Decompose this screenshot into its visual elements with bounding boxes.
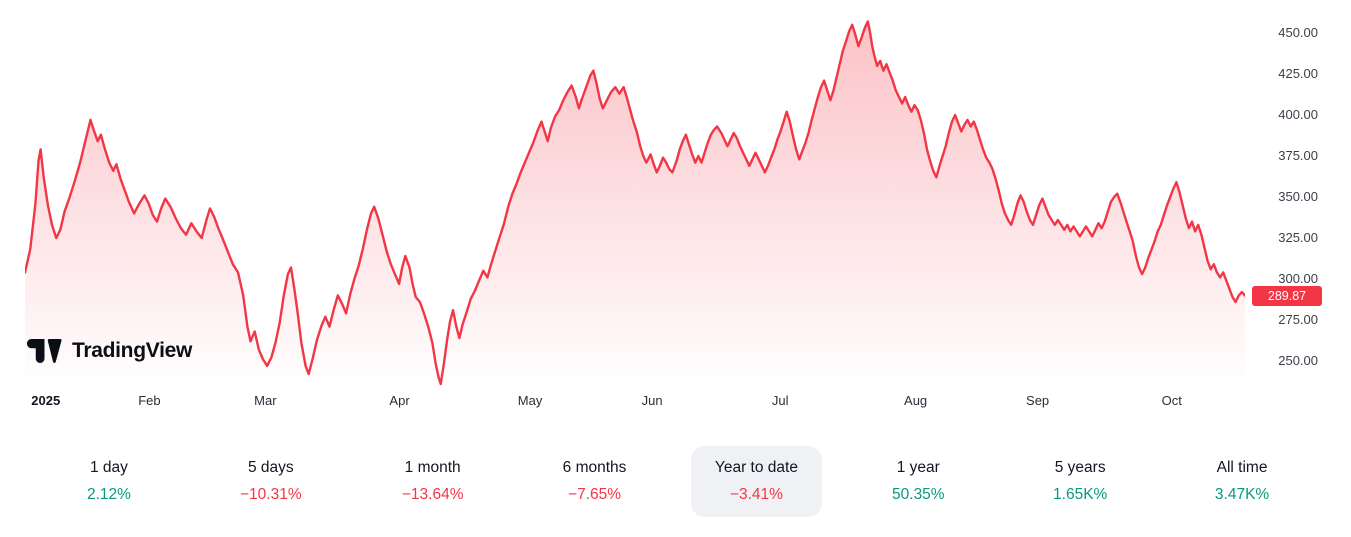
time-tick-label: May (517, 393, 543, 408)
period-buttons-row: 1 day 2.12% 5 days −10.31% 1 month −13.6… (28, 446, 1323, 517)
price-chart-svg (25, 20, 1245, 390)
period-label: 5 days (247, 459, 294, 476)
period-all-time[interactable]: All time 3.47K% (1191, 446, 1293, 517)
period-year-to-date[interactable]: Year to date −3.41% (690, 446, 822, 517)
time-tick-label: Jul (771, 393, 789, 408)
time-tick-label: Jun (641, 393, 663, 408)
last-price-badge: 289.87 (1252, 285, 1322, 306)
price-scale[interactable]: 450.00 425.00 400.00 375.00 350.00 325.00 300.… (1256, 0, 1318, 390)
price-tick-label: 450.00 (1278, 25, 1318, 40)
tradingview-logo-link[interactable]: TradingView (27, 338, 192, 364)
period-label: 1 month (404, 459, 461, 476)
price-tick-label: 375.00 (1278, 148, 1318, 163)
period-5-years[interactable]: 5 years 1.65K% (1029, 446, 1131, 517)
period-label: All time (1216, 459, 1268, 476)
time-tick-label: Aug (904, 393, 928, 408)
period-change: 3.47K% (1214, 486, 1270, 503)
time-tick-label: Feb (138, 393, 161, 408)
time-tick-label: Apr (389, 393, 410, 408)
tradingview-logo-text: TradingView (72, 339, 193, 362)
period-1-year[interactable]: 1 year 50.35% (868, 446, 969, 517)
price-tick-label: 275.00 (1278, 312, 1318, 327)
period-6-months[interactable]: 6 months −7.65% (539, 446, 651, 517)
period-label: Year to date (714, 459, 798, 476)
time-tick-label: Mar (254, 393, 277, 408)
period-change: −7.65% (568, 486, 622, 503)
period-label: 1 day (89, 459, 128, 476)
tradingview-mark-icon (27, 338, 62, 364)
time-tick-label: Sep (1026, 393, 1050, 408)
period-change: 2.12% (86, 486, 131, 503)
price-tick-label: 400.00 (1278, 107, 1318, 122)
price-tick-label: 325.00 (1278, 230, 1318, 245)
chart-plot[interactable] (25, 0, 1245, 390)
period-1-day[interactable]: 1 day 2.12% (63, 446, 155, 517)
time-tick-label: 2025 (31, 393, 61, 408)
time-tick-label: Oct (1161, 393, 1182, 408)
period-5-days[interactable]: 5 days −10.31% (216, 446, 326, 517)
price-tick-label: 425.00 (1278, 66, 1318, 81)
period-change: −13.64% (401, 486, 464, 503)
period-change: −3.41% (729, 486, 783, 503)
period-change: 1.65K% (1053, 486, 1108, 503)
period-label: 5 years (1054, 459, 1106, 476)
price-tick-label: 250.00 (1278, 353, 1318, 368)
period-label: 6 months (562, 459, 627, 476)
time-scale[interactable]: 2025 Feb Mar Apr May Jun Jul Aug Sep Oct (25, 393, 1245, 417)
period-1-month[interactable]: 1 month −13.64% (378, 446, 488, 517)
period-label: 1 year (896, 459, 940, 476)
price-line (25, 20, 1245, 386)
period-change: −10.31% (240, 486, 302, 503)
price-tick-label: 350.00 (1278, 189, 1318, 204)
price-tick-label: 300.00 (1278, 271, 1318, 286)
period-change: 50.35% (892, 486, 945, 503)
price-area (25, 21, 1245, 390)
